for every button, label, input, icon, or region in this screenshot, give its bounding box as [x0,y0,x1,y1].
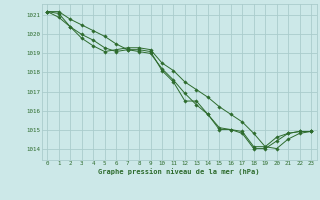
X-axis label: Graphe pression niveau de la mer (hPa): Graphe pression niveau de la mer (hPa) [99,168,260,175]
